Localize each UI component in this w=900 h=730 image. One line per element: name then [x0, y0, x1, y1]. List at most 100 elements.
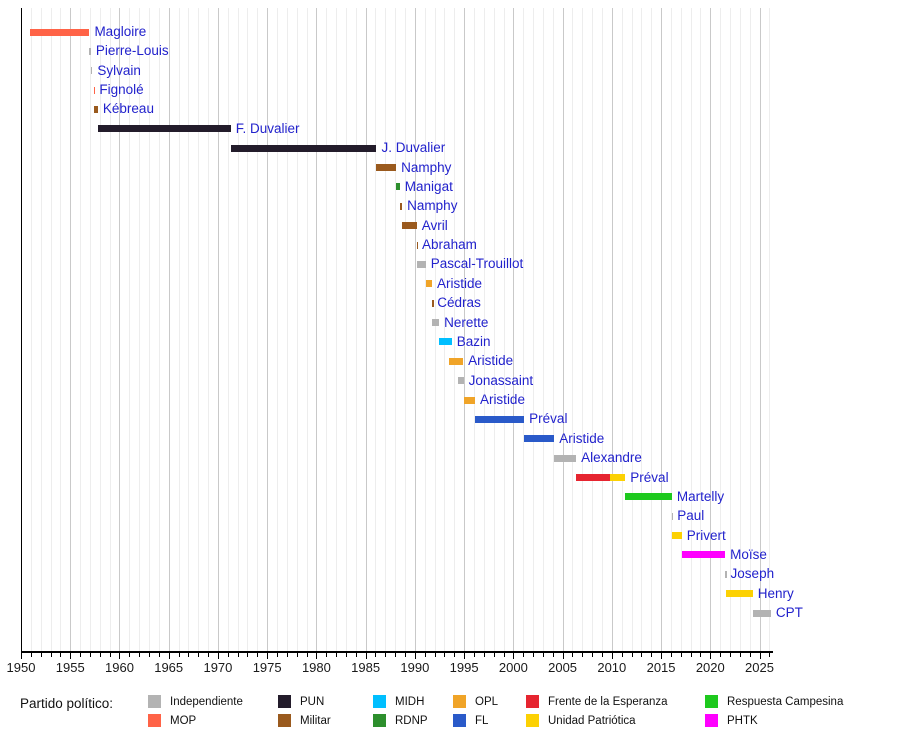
term-bar-privert: [672, 532, 682, 540]
gridline-1999: [503, 8, 505, 651]
term-bar-pr-val: [610, 474, 626, 481]
axis-tick-2024: [749, 652, 751, 657]
leader-label-pr-val[interactable]: Préval: [529, 411, 568, 427]
term-bar-avril: [402, 222, 417, 230]
axis-tick-label-2000: 2000: [498, 660, 528, 675]
axis-tick-2004: [552, 652, 554, 657]
gridline-1994: [454, 8, 456, 651]
leader-label-martelly[interactable]: Martelly: [676, 488, 725, 504]
axis-tick-2008: [592, 652, 594, 657]
leader-label-jonassaint[interactable]: Jonassaint: [468, 372, 534, 388]
axis-tick-2005: [562, 652, 564, 659]
axis-tick-2023: [739, 652, 741, 657]
legend-label-frente-de-la-esperanza: Frente de la Esperanza: [548, 696, 668, 708]
axis-tick-1984: [355, 652, 357, 657]
x-axis-line: [20, 651, 773, 653]
axis-tick-1998: [493, 652, 495, 657]
term-bar-martelly: [625, 493, 672, 501]
gridline-1961: [129, 8, 131, 651]
gridline-1975: [267, 8, 269, 651]
gridline-2017: [680, 8, 682, 651]
leader-label-sylvain[interactable]: Sylvain: [97, 62, 141, 78]
axis-tick-label-1985: 1985: [351, 660, 381, 675]
legend-swatch-phtk: [705, 714, 718, 727]
leader-label-henry[interactable]: Henry: [757, 585, 794, 601]
legend-label-opl: OPL: [475, 696, 499, 708]
legend-label-unidad-patri-tica: Unidad Patriótica: [548, 715, 636, 727]
axis-tick-1983: [345, 652, 347, 657]
gridline-1955: [70, 8, 72, 651]
axis-tick-label-1975: 1975: [252, 660, 282, 675]
axis-tick-1960: [119, 652, 121, 659]
gridline-1983: [345, 8, 347, 651]
axis-tick-2020: [710, 652, 712, 659]
gridline-1968: [198, 8, 200, 651]
axis-tick-label-1970: 1970: [203, 660, 233, 675]
axis-tick-1990: [414, 652, 416, 659]
leader-label-j-duvalier[interactable]: J. Duvalier: [381, 140, 446, 156]
leader-label-bazin[interactable]: Bazin: [456, 333, 491, 349]
leader-label-f-duvalier[interactable]: F. Duvalier: [235, 120, 300, 136]
legend-swatch-fl: [453, 714, 466, 727]
leader-label-mo-se[interactable]: Moïse: [730, 546, 767, 562]
gridline-1981: [326, 8, 328, 651]
leader-label-joseph[interactable]: Joseph: [730, 566, 775, 582]
legend-swatch-mop: [148, 714, 161, 727]
legend-label-pun: PUN: [300, 696, 325, 708]
gridline-1986: [375, 8, 377, 651]
axis-tick-2002: [533, 652, 535, 657]
gridline-1997: [483, 8, 485, 651]
gridline-2012: [631, 8, 633, 651]
leader-label-aristide[interactable]: Aristide: [468, 353, 514, 369]
axis-tick-2022: [729, 652, 731, 657]
axis-tick-2025: [759, 652, 761, 659]
leader-label-paul[interactable]: Paul: [677, 508, 705, 524]
axis-tick-1961: [129, 652, 131, 657]
leader-label-pascal-trouillot[interactable]: Pascal-Trouillot: [430, 256, 524, 272]
legend-swatch-respuesta-campesina: [705, 695, 718, 708]
leader-label-fignol[interactable]: Fignolé: [99, 82, 144, 98]
leader-label-pierre-louis[interactable]: Pierre-Louis: [95, 43, 169, 59]
term-bar-f-duvalier: [97, 125, 231, 133]
legend-label-rdnp: RDNP: [395, 715, 428, 727]
leader-label-k-breau[interactable]: Kébreau: [102, 101, 154, 117]
axis-tick-label-2020: 2020: [695, 660, 725, 675]
leader-label-alexandre[interactable]: Alexandre: [581, 450, 642, 466]
axis-tick-1953: [50, 652, 52, 657]
leader-label-abraham[interactable]: Abraham: [422, 237, 477, 253]
leader-label-avril[interactable]: Avril: [421, 217, 448, 233]
legend-label-independiente: Independiente: [170, 696, 243, 708]
axis-tick-label-2025: 2025: [745, 660, 774, 675]
leader-label-namphy[interactable]: Namphy: [401, 159, 452, 175]
leader-label-cpt[interactable]: CPT: [775, 605, 803, 621]
gridline-2009: [601, 8, 603, 651]
term-bar-abraham: [416, 241, 419, 249]
gridline-1973: [247, 8, 249, 651]
axis-tick-1966: [178, 652, 180, 657]
gridline-1976: [277, 8, 279, 651]
term-bar-henry: [725, 590, 753, 598]
term-bar-aristide: [425, 280, 432, 288]
leader-label-nerette[interactable]: Nerette: [444, 314, 489, 330]
axis-tick-2018: [690, 652, 692, 657]
leader-label-c-dras[interactable]: Cédras: [437, 295, 481, 311]
axis-tick-2017: [680, 652, 682, 657]
legend-swatch-militar: [278, 714, 291, 727]
leader-label-pr-val[interactable]: Préval: [630, 469, 669, 485]
leader-label-aristide[interactable]: Aristide: [479, 392, 525, 408]
gridline-2026: [769, 8, 771, 651]
leader-label-magloire[interactable]: Magloire: [94, 24, 147, 39]
gridline-1972: [237, 8, 239, 651]
term-bar-cpt: [752, 609, 771, 617]
leader-label-aristide[interactable]: Aristide: [559, 430, 605, 446]
axis-tick-label-1960: 1960: [105, 660, 134, 675]
legend-swatch-unidad-patri-tica: [526, 714, 539, 727]
axis-tick-label-1980: 1980: [301, 660, 331, 675]
legend-swatch-independiente: [148, 695, 161, 708]
leader-label-privert[interactable]: Privert: [686, 527, 726, 543]
leader-label-namphy[interactable]: Namphy: [407, 198, 458, 214]
leader-label-aristide[interactable]: Aristide: [437, 275, 483, 291]
leader-label-manigat[interactable]: Manigat: [404, 178, 453, 194]
term-bar-pascal-trouillot: [417, 260, 426, 268]
gridline-1967: [188, 8, 190, 651]
